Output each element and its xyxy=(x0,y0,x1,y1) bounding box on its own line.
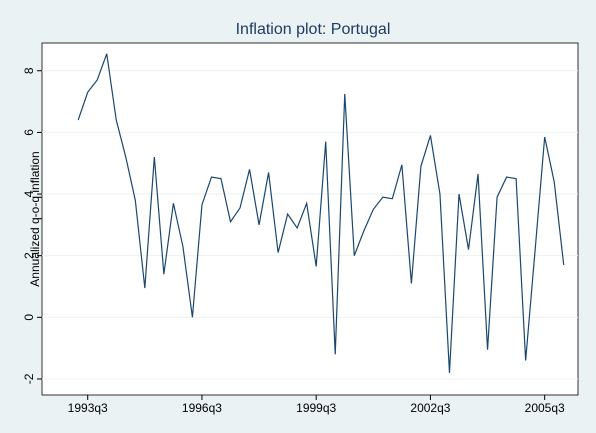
y-axis-label: Annualized q-o-q inflation xyxy=(28,151,42,286)
y-tick-label: -2 xyxy=(22,373,36,384)
y-tick-label: 8 xyxy=(22,67,36,74)
x-tick-label: 2002q3 xyxy=(410,401,450,415)
data-line xyxy=(77,53,565,373)
x-tick-label: 1993q3 xyxy=(68,401,108,415)
plot-area xyxy=(41,42,579,396)
x-tick-label: 1996q3 xyxy=(182,401,222,415)
chart-title: Inflation plot: Portugal xyxy=(236,21,391,38)
y-tick-label: 0 xyxy=(22,314,36,321)
x-tick-label: 2005q3 xyxy=(525,401,565,415)
y-tick-label: 2 xyxy=(22,252,36,259)
y-tick-label: 6 xyxy=(22,129,36,136)
x-tick-label: 1999q3 xyxy=(296,401,336,415)
y-tick-label: 4 xyxy=(22,190,36,197)
